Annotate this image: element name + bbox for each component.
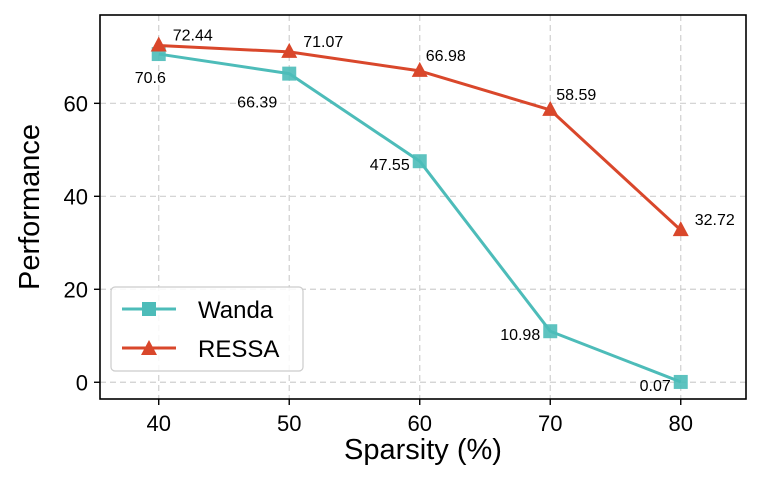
legend-label-ressa: RESSA	[198, 336, 279, 363]
legend-marker-ressa	[141, 340, 157, 355]
data-point-wanda	[282, 66, 297, 81]
data-point-ressa	[542, 100, 559, 116]
x-tick-label: 70	[538, 411, 562, 436]
data-label-ressa: 72.44	[173, 27, 213, 44]
y-tick-label: 20	[64, 277, 88, 302]
x-tick-label: 60	[407, 411, 431, 436]
data-point-wanda	[412, 154, 427, 169]
data-label-wanda: 66.39	[237, 95, 277, 112]
data-label-ressa: 58.59	[556, 87, 596, 104]
data-point-ressa	[150, 36, 167, 52]
y-axis-label: Performance	[14, 124, 46, 290]
x-tick-label: 80	[669, 411, 693, 436]
data-point-ressa	[411, 61, 428, 77]
data-label-wanda: 70.6	[135, 70, 166, 87]
legend-label-wanda: Wanda	[198, 297, 274, 324]
data-point-wanda	[543, 324, 558, 339]
series-layer	[150, 36, 689, 389]
legend-marker-wanda	[142, 302, 156, 316]
data-label-wanda: 0.07	[640, 378, 671, 395]
y-tick-label: 60	[64, 91, 88, 116]
x-tick-label: 40	[146, 411, 170, 436]
plot-frame	[99, 14, 747, 400]
data-labels: 70.6 66.39 47.55 10.98 0.07 72.44 71.07 66.98 58…	[135, 27, 735, 394]
y-tick-label: 40	[64, 184, 88, 209]
data-point-ressa	[672, 221, 689, 237]
data-label-wanda: 47.55	[370, 157, 410, 174]
data-label-ressa: 71.07	[303, 34, 343, 51]
axis-ticks: 40 50 60 70 80 0 20 40 60	[64, 91, 693, 436]
legend: Wanda RESSA	[110, 286, 304, 372]
y-tick-label: 0	[76, 370, 88, 395]
data-point-wanda	[673, 374, 688, 389]
x-axis-label: Sparsity (%)	[344, 434, 502, 466]
data-label-wanda: 10.98	[500, 327, 540, 344]
data-label-ressa: 32.72	[695, 212, 735, 229]
data-point-ressa	[281, 42, 298, 58]
x-tick-label: 50	[277, 411, 301, 436]
data-label-ressa: 66.98	[426, 48, 466, 65]
